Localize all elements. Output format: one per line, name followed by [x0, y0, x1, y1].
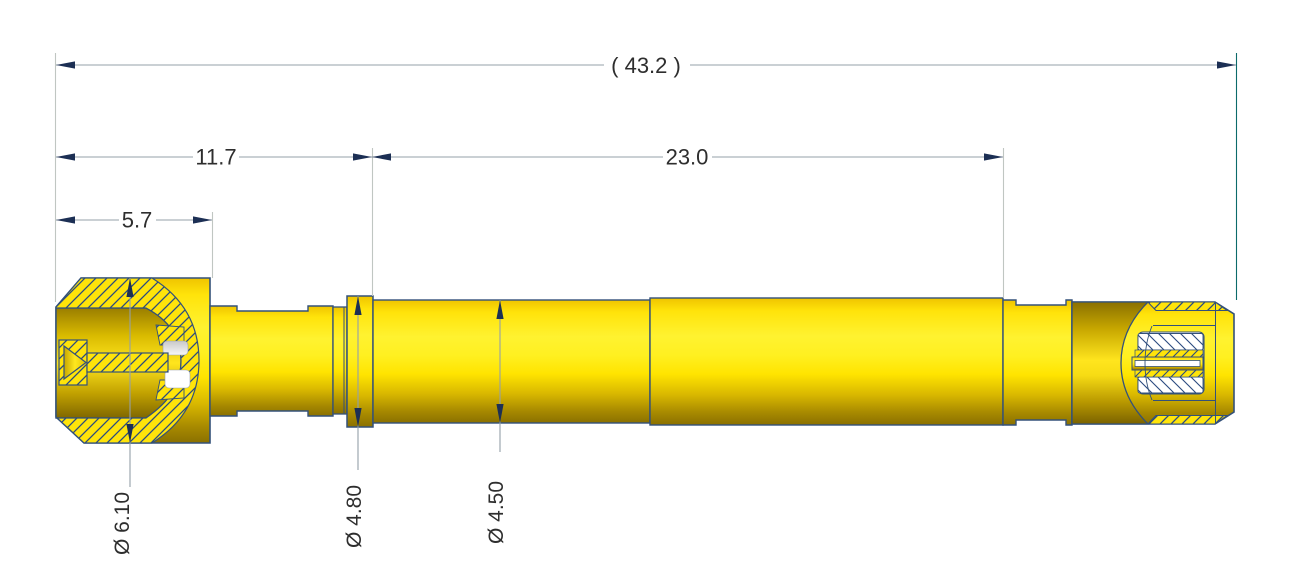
arrow-left — [372, 153, 391, 161]
dim-flange-diameter: Ø 4.80 — [343, 296, 366, 548]
part-shaft-front — [372, 299, 651, 424]
part-rear-spool — [1002, 299, 1073, 426]
dim-front-length: 11.7 — [56, 145, 372, 170]
arrow-right — [1217, 61, 1236, 69]
dim-head-length: 5.7 — [56, 208, 212, 233]
dim-overall-label: ( 43.2 ) — [611, 53, 681, 78]
dim-front-length-label: 11.7 — [195, 145, 236, 170]
extension-lines — [54, 53, 1238, 302]
arrow-up — [496, 300, 504, 319]
dim-body-length: 23.0 — [372, 145, 1003, 170]
right-head-hatch-bottom — [1146, 415, 1229, 425]
part-neck — [209, 305, 334, 417]
arrow-left — [56, 153, 75, 161]
right-head-unsectioned-lens — [1071, 301, 1150, 425]
left-head-section-hatch — [55, 277, 200, 444]
dim-head-diameter: Ø 6.10 — [111, 278, 134, 555]
arrow-down — [496, 404, 504, 423]
part-flange — [346, 295, 374, 428]
arrow-up — [126, 278, 134, 297]
center-contact-bar — [86, 352, 169, 373]
part-ring — [332, 306, 348, 415]
dim-body-length-label: 23.0 — [666, 145, 709, 170]
socket-slot — [1134, 360, 1201, 367]
arrow-down — [354, 408, 362, 427]
arrow-down — [126, 424, 134, 443]
arrow-right — [353, 153, 372, 161]
insulator-top — [1137, 333, 1204, 351]
dim-body-diameter: Ø 4.50 — [485, 300, 508, 544]
bore-back-arc — [1144, 325, 1153, 401]
dim-head-diameter-label: Ø 6.10 — [111, 492, 134, 555]
bore-gap-top — [162, 340, 189, 356]
part-shaft-rear — [649, 297, 1004, 426]
arrow-right — [984, 153, 1003, 161]
dim-overall-length: ( 43.2 ) — [56, 53, 1236, 78]
center-contact-tip — [63, 344, 87, 381]
arrow-left — [56, 61, 75, 69]
arrow-left — [56, 216, 75, 224]
dim-head-length-label: 5.7 — [122, 208, 153, 233]
dim-body-diameter-label: Ø 4.50 — [485, 481, 508, 544]
bore-gap-bottom — [164, 369, 191, 389]
part-right-connector-head — [1071, 301, 1235, 425]
dim-flange-diameter-label: Ø 4.80 — [343, 485, 366, 548]
arrow-up — [354, 296, 362, 315]
arrow-right — [193, 216, 212, 224]
part-left-connector-head — [55, 277, 211, 444]
